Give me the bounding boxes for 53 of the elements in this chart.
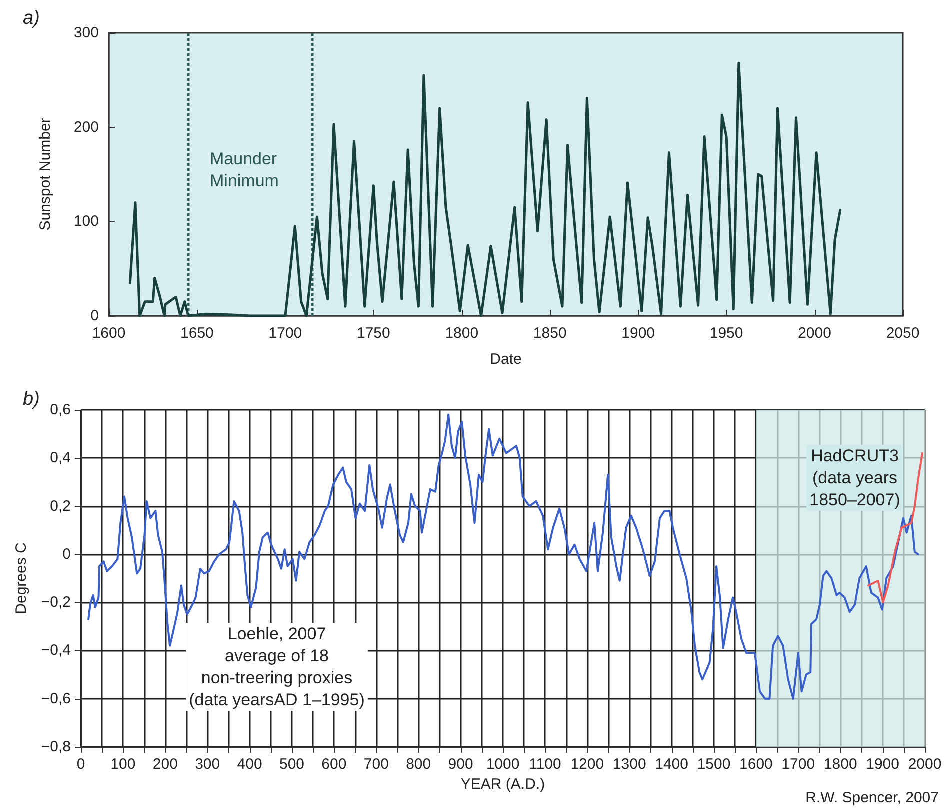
x-tick-label: 1900 bbox=[622, 325, 656, 342]
x-tick-label: 1800 bbox=[445, 325, 479, 342]
y-tick-label: −0,4 bbox=[41, 642, 71, 660]
x-tick-label: 1700 bbox=[268, 325, 302, 342]
x-tick-label: 1100 bbox=[529, 756, 562, 773]
x-tick-label: 1950 bbox=[710, 325, 744, 342]
x-tick-label: 800 bbox=[406, 756, 432, 773]
x-tick-label: 200 bbox=[152, 756, 178, 773]
y-tick-label: 0 bbox=[90, 308, 99, 324]
y-tick-label: 0,6 bbox=[50, 402, 71, 418]
x-tick-label: 1900 bbox=[866, 756, 900, 773]
y-tick-label: 0,4 bbox=[50, 450, 71, 467]
x-axis-title: YEAR (A.D.) bbox=[460, 776, 546, 793]
x-tick-label: 700 bbox=[364, 756, 389, 773]
y-tick-label: 300 bbox=[74, 24, 99, 42]
y-tick-label: 0 bbox=[62, 546, 71, 563]
annotation: Maunder Minimum bbox=[210, 150, 279, 190]
y-tick-label: 0,2 bbox=[50, 498, 71, 515]
x-tick-label: 1000 bbox=[486, 756, 520, 773]
x-tick-label: 1500 bbox=[697, 756, 731, 773]
x-axis-title: Date bbox=[490, 351, 522, 368]
x-tick-label: 1600 bbox=[740, 756, 773, 773]
y-tick-label: −0,6 bbox=[41, 690, 71, 708]
y-tick-label: −0,2 bbox=[41, 594, 71, 612]
x-tick-label: 1750 bbox=[356, 325, 390, 342]
x-tick-label: 1400 bbox=[655, 756, 688, 773]
x-tick-label: 2050 bbox=[886, 325, 920, 342]
x-tick-label: 300 bbox=[195, 756, 220, 773]
x-tick-label: 500 bbox=[279, 756, 305, 773]
text: R.W. Spencer, 2007 bbox=[806, 790, 939, 806]
x-tick-label: 2000 bbox=[798, 325, 832, 342]
y-axis-title: Sunspot Number bbox=[37, 118, 54, 231]
line-series bbox=[128, 62, 842, 318]
y-tick-label: −0,8 bbox=[41, 738, 71, 756]
x-tick-label: 1300 bbox=[612, 756, 646, 773]
chart-title: a) bbox=[23, 8, 40, 29]
x-tick-label: 400 bbox=[237, 756, 262, 773]
x-tick-label: 1700 bbox=[782, 756, 816, 773]
x-tick-label: 600 bbox=[322, 756, 347, 773]
x-tick-label: 100 bbox=[110, 756, 136, 773]
x-tick-label: 1650 bbox=[180, 325, 214, 342]
annotation: Loehle, 2007 average of 18 non-treering proxies (data yearsAD 1–1995) bbox=[189, 624, 365, 710]
x-tick-label: 1850 bbox=[533, 325, 567, 342]
x-tick-label: 1200 bbox=[570, 756, 604, 773]
x-tick-label: 2000 bbox=[908, 756, 942, 773]
chart-title: b) bbox=[23, 389, 40, 410]
x-tick-label: 900 bbox=[448, 756, 474, 773]
x-tick-label: 1800 bbox=[824, 756, 858, 773]
y-tick-label: 100 bbox=[74, 213, 99, 230]
x-tick-label: 1600 bbox=[92, 325, 126, 342]
annotation: HadCRUT3 (data years 1850–2007) bbox=[810, 446, 900, 510]
y-tick-label: 200 bbox=[74, 118, 99, 136]
y-axis-title: Degrees C bbox=[13, 542, 30, 614]
